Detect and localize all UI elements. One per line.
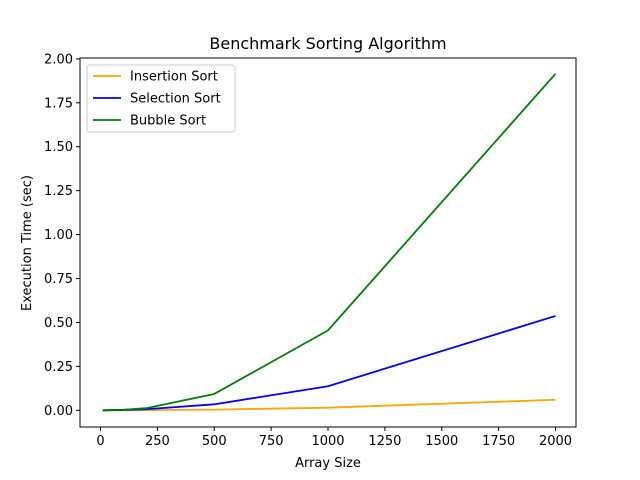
y-tick-label: 1.00	[44, 228, 73, 243]
legend-label-insertion-sort: Insertion Sort	[130, 70, 218, 85]
y-tick-label: 0.00	[44, 404, 73, 419]
x-tick-label: 1750	[482, 434, 515, 449]
x-tick-label: 1250	[368, 434, 401, 449]
x-tick-label: 1000	[311, 434, 344, 449]
y-tick-label: 2.00	[44, 52, 73, 67]
x-tick-label: 0	[96, 434, 104, 449]
chart-title: Benchmark Sorting Algorithm	[209, 34, 446, 53]
x-tick-label: 750	[259, 434, 284, 449]
y-tick-label: 0.75	[44, 272, 73, 287]
x-axis-label: Array Size	[295, 456, 361, 471]
series-line-bubble-sort	[102, 73, 557, 412]
x-tick-label: 250	[145, 434, 170, 449]
x-tick-label: 2000	[539, 434, 572, 449]
x-tick-label: 500	[202, 434, 227, 449]
series-line-insertion-sort	[102, 398, 556, 412]
y-axis-label: Execution Time (sec)	[20, 175, 35, 311]
y-tick-label: 0.50	[44, 316, 73, 331]
y-tick-label: 1.25	[44, 184, 73, 199]
y-tick-label: 0.25	[44, 360, 73, 375]
y-tick-label: 1.50	[44, 140, 73, 155]
x-tick-label: 1500	[425, 434, 458, 449]
legend-label-bubble-sort: Bubble Sort	[130, 114, 206, 129]
legend-box	[86, 64, 236, 133]
legend-label-selection-sort: Selection Sort	[130, 92, 221, 107]
y-tick-label: 1.75	[44, 96, 73, 111]
